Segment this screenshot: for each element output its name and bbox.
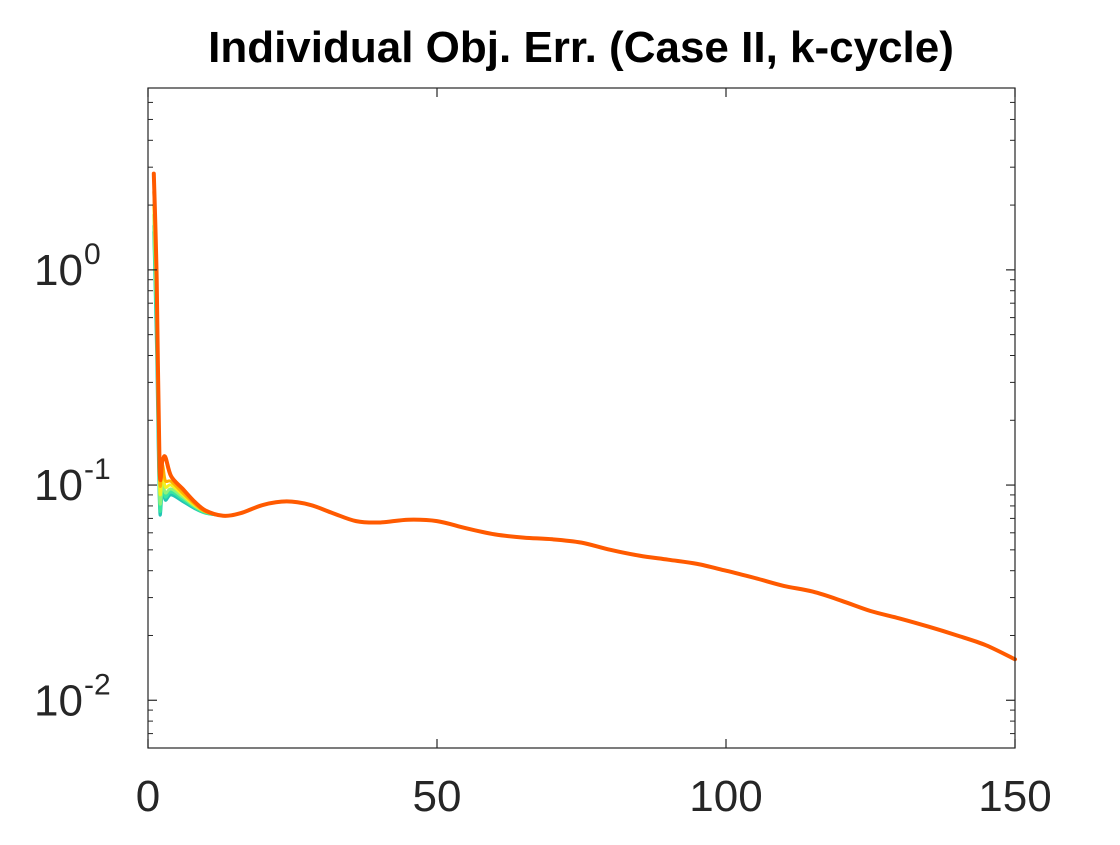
x-tick-label: 100 xyxy=(689,772,762,821)
y-tick-label: 10 xyxy=(34,461,83,510)
x-tick-label: 50 xyxy=(413,772,462,821)
chart-title: Individual Obj. Err. (Case II, k-cycle) xyxy=(208,23,954,72)
y-tick-label: 10 xyxy=(34,246,83,295)
x-tick-label: 150 xyxy=(978,772,1051,821)
x-tick-label: 0 xyxy=(136,772,160,821)
series-line-6 xyxy=(151,171,1017,662)
y-tick-label-exponent: 0 xyxy=(84,238,101,271)
y-tick-label: 10 xyxy=(34,676,83,725)
series-layer xyxy=(151,171,1017,662)
series-line-5 xyxy=(152,190,225,518)
y-tick-label-exponent: -2 xyxy=(84,668,111,701)
axes-box xyxy=(147,87,1016,749)
y-tick-label-exponent: -1 xyxy=(84,453,111,486)
